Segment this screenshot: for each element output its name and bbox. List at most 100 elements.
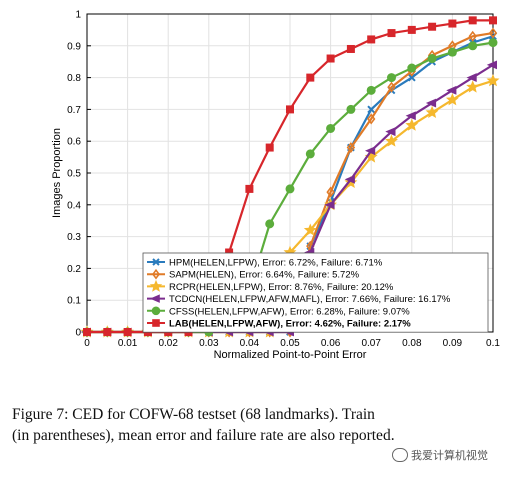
data-point-star — [405, 118, 419, 131]
y-tick-label: 0.3 — [67, 232, 81, 243]
data-point-triangle — [149, 294, 160, 303]
data-point-square — [448, 19, 457, 28]
data-point-star — [425, 105, 439, 119]
data-point-square — [326, 54, 335, 63]
data-point-square — [407, 25, 416, 34]
legend-item-3: TCDCN(HELEN,LFPW,AFW,MAFL), Error: 7.66%… — [147, 294, 451, 305]
y-tick-label: 0 — [75, 328, 81, 339]
data-point-star — [466, 80, 480, 93]
y-tick-label: 0.9 — [67, 41, 81, 52]
data-point-square — [468, 16, 477, 25]
x-tick-label: 0.06 — [321, 338, 341, 349]
y-tick-label: 0.2 — [67, 264, 81, 275]
caption-line-2: (in parentheses), mean error and failure… — [12, 427, 395, 444]
data-point-circle — [468, 41, 478, 51]
data-point-square — [245, 184, 254, 193]
data-point-circle — [151, 306, 161, 316]
legend-label: CFSS(HELEN,LFPW,AFW), Error: 6.28%, Fail… — [169, 306, 410, 317]
data-point-square — [83, 327, 92, 336]
data-point-circle — [346, 104, 356, 114]
x-tick-label: 0.02 — [158, 338, 178, 349]
data-point-square — [123, 327, 132, 336]
data-point-diamond — [468, 30, 477, 42]
watermark-text: 我爱计算机视觉 — [411, 449, 488, 462]
legend-item-1: SAPM(HELEN), Error: 6.64%, Failure: 5.72… — [147, 268, 360, 281]
y-tick-label: 0.4 — [67, 200, 81, 211]
y-tick-label: 0.8 — [67, 73, 81, 84]
data-point-circle — [447, 47, 457, 57]
data-point-diamond — [366, 113, 376, 125]
data-point-star — [385, 134, 398, 147]
data-point-diamond — [488, 27, 498, 39]
data-point-triangle — [385, 127, 396, 137]
data-point-triangle — [425, 98, 437, 108]
data-point-circle — [407, 63, 417, 73]
data-point-star — [303, 223, 317, 236]
legend-label: LAB(HELEN,LFPW,AFW), Error: 4.62%, Failu… — [169, 319, 411, 330]
data-point-x — [367, 105, 376, 114]
data-point-circle — [427, 54, 437, 64]
ced-chart: 0 0.01 0.02 0.03 0.04 0.05 0.06 0.07 0.08 0.09 0.1… — [51, 10, 500, 362]
y-tick-label: 0.7 — [67, 105, 81, 116]
data-point-star — [486, 73, 500, 87]
data-point-circle — [326, 123, 336, 133]
data-point-x — [152, 258, 160, 266]
data-point-diamond — [387, 81, 396, 93]
data-point-square — [367, 35, 376, 44]
data-point-circle — [488, 38, 498, 48]
legend-label: SAPM(HELEN), Error: 6.64%, Failure: 5.72… — [169, 270, 360, 281]
data-point-square — [387, 29, 396, 38]
x-tick-label: 0.01 — [118, 338, 138, 349]
y-axis-label: Images Proportion — [51, 128, 63, 218]
data-point-triangle — [324, 200, 335, 210]
data-point-square — [265, 143, 274, 152]
data-point-x — [407, 73, 416, 82]
data-point-square — [306, 73, 315, 82]
data-point-star — [445, 93, 459, 106]
legend: HPM(HELEN,LFPW), Error: 6.72%, Failure: … — [142, 252, 489, 333]
data-point-triangle — [466, 73, 477, 83]
watermark: 我爱计算机视觉 — [392, 447, 488, 463]
x-tick-label: 0.08 — [402, 338, 422, 349]
x-tick-label: 0.07 — [361, 338, 381, 349]
legend-item-4: CFSS(HELEN,LFPW,AFW), Error: 6.28%, Fail… — [147, 306, 410, 317]
x-tick-label: 0.05 — [280, 338, 300, 349]
y-tick-label: 1 — [75, 10, 81, 21]
caption-line-1: Figure 7: CED for COFW-68 testset (68 la… — [12, 406, 375, 423]
data-point-square — [346, 44, 355, 53]
wechat-icon — [392, 448, 408, 462]
data-point-diamond — [152, 268, 160, 280]
x-axis-label: Normalized Point-to-Point Error — [214, 349, 367, 361]
legend-label: HPM(HELEN,LFPW), Error: 6.72%, Failure: … — [169, 258, 383, 269]
y-tick-label: 0.1 — [67, 296, 81, 307]
data-point-diamond — [346, 142, 356, 154]
data-point-square — [103, 327, 112, 336]
data-point-triangle — [405, 111, 416, 121]
data-point-star — [149, 279, 163, 292]
data-point-circle — [386, 73, 396, 83]
figure-caption: Figure 7: CED for COFW-68 testset (68 la… — [12, 404, 512, 446]
y-tick-label: 0.6 — [67, 137, 81, 148]
x-tick-label: 0.03 — [199, 338, 219, 349]
legend-label: TCDCN(HELEN,LFPW,AFW,MAFL), Error: 7.66%… — [169, 294, 451, 305]
data-point-square — [488, 16, 497, 25]
data-point-circle — [305, 149, 315, 159]
data-point-square — [152, 319, 160, 327]
data-point-triangle — [364, 146, 376, 156]
data-point-circle — [366, 85, 376, 95]
x-tick-label: 0.09 — [443, 338, 463, 349]
y-tick-label: 0.5 — [67, 169, 81, 180]
legend-label: RCPR(HELEN,LFPW), Error: 8.76%, Failure:… — [169, 282, 394, 293]
legend-item-0: HPM(HELEN,LFPW), Error: 6.72%, Failure: … — [147, 258, 383, 269]
x-tick-label: 0.04 — [240, 338, 260, 349]
x-tick-label: 0 — [84, 338, 90, 349]
data-point-square — [285, 105, 294, 114]
data-point-circle — [265, 219, 275, 229]
x-tick-label: 0.1 — [486, 338, 500, 349]
data-point-square — [428, 22, 437, 31]
data-point-circle — [285, 184, 295, 194]
legend-item-5: LAB(HELEN,LFPW,AFW), Error: 4.62%, Failu… — [147, 319, 411, 330]
data-point-triangle — [486, 60, 498, 70]
data-point-triangle — [344, 174, 355, 184]
data-point-triangle — [446, 85, 457, 95]
